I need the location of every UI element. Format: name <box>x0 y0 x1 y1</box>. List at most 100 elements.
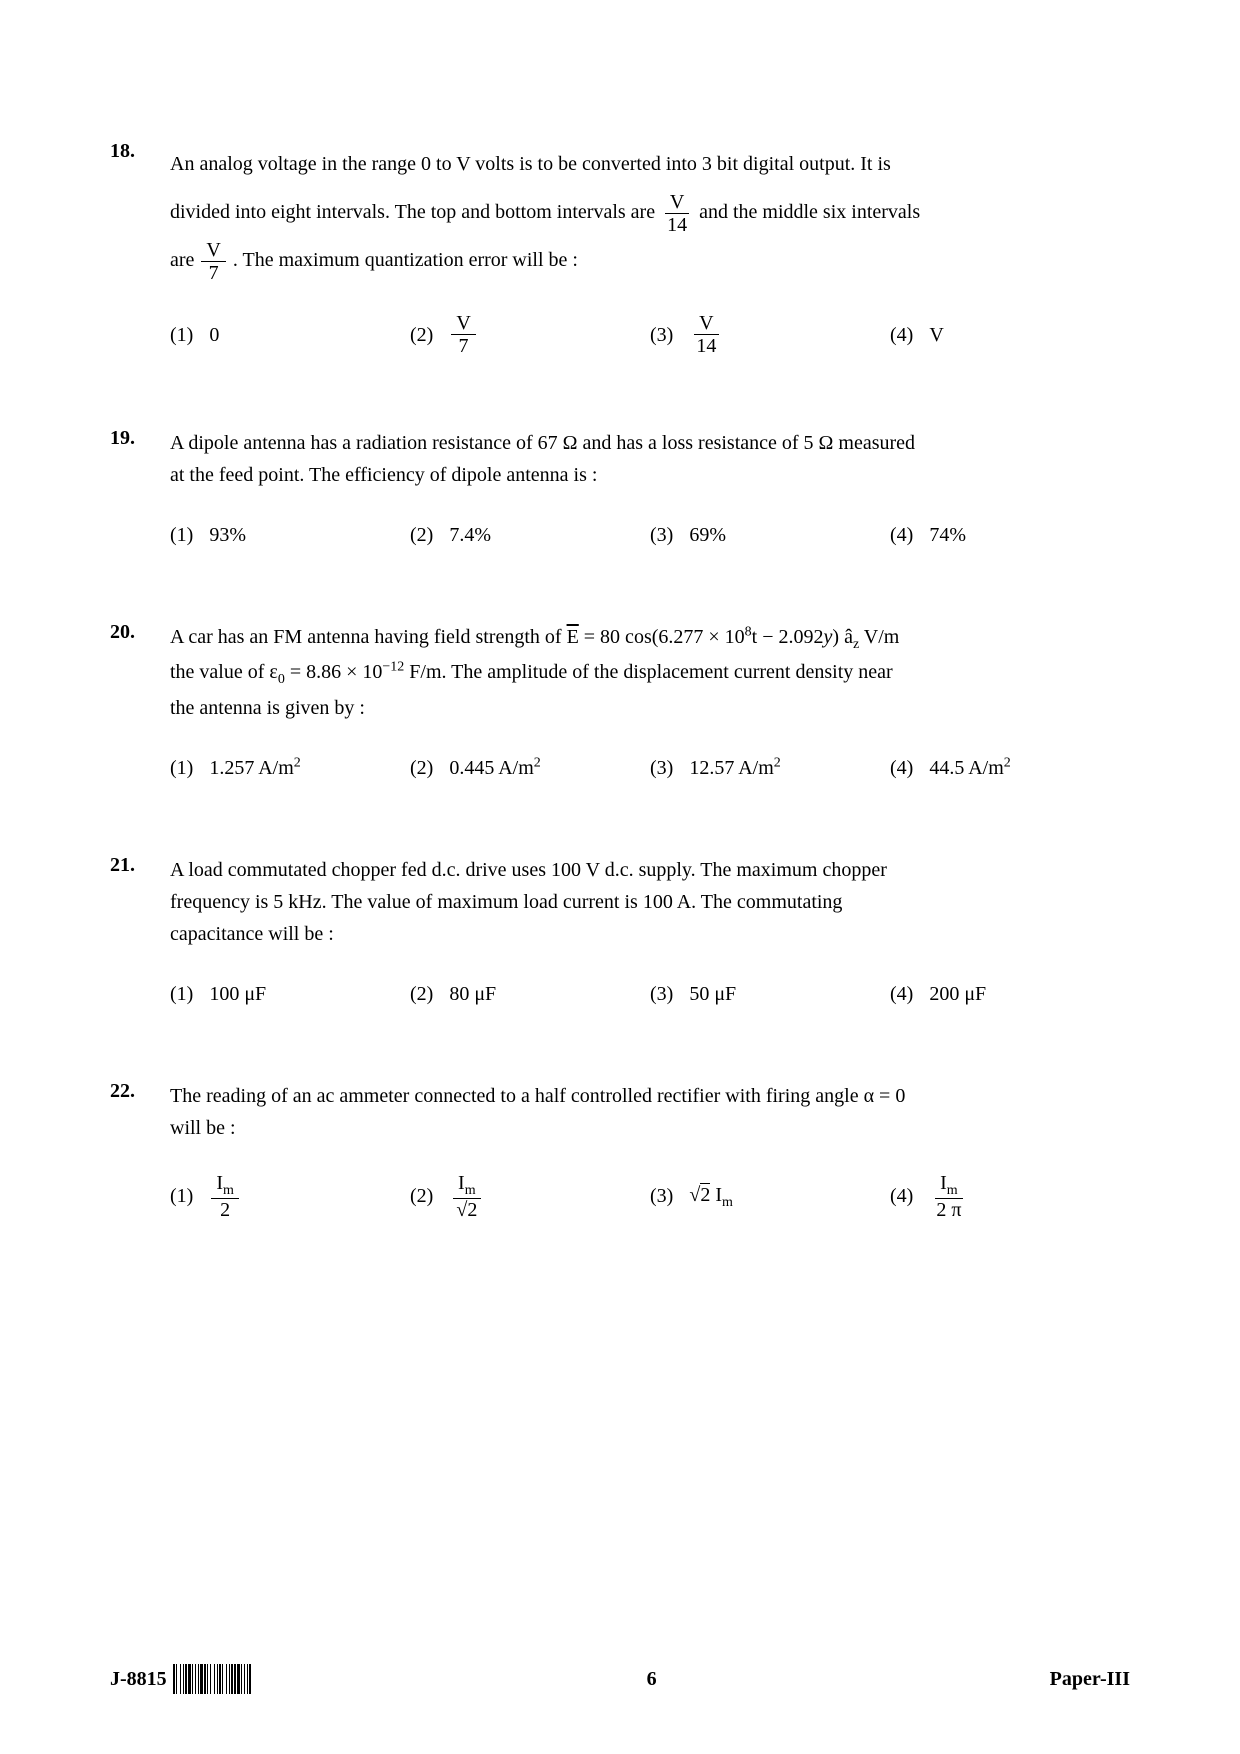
option-number: (4) <box>890 319 913 351</box>
option-2: (2) 0.445 A/m2 <box>410 752 650 784</box>
option-number: (4) <box>890 978 913 1010</box>
superscript: −12 <box>382 660 404 675</box>
text: the value of ε <box>170 661 278 683</box>
option-number: (4) <box>890 519 913 551</box>
text: The reading of an ac ammeter connected t… <box>170 1085 905 1107</box>
option-value: 12.57 A/m2 <box>689 752 780 784</box>
question-number: 20. <box>110 621 170 784</box>
question-number: 21. <box>110 854 170 1010</box>
numerator: Im <box>935 1172 963 1199</box>
option-number: (2) <box>410 1180 433 1212</box>
option-4: (4) 200 μF <box>890 978 1130 1010</box>
option-value: √2 Im <box>689 1179 733 1214</box>
fraction: V 7 <box>451 312 475 357</box>
option-number: (3) <box>650 752 673 784</box>
option-value: 93% <box>209 519 246 551</box>
options-row: (1) 1.257 A/m2 (2) 0.445 A/m2 (3) 12.57 … <box>170 752 1130 784</box>
option-3: (3) 69% <box>650 519 890 551</box>
text: A dipole antenna has a radiation resista… <box>170 432 915 454</box>
option-2: (2) V 7 <box>410 312 650 357</box>
superscript: 8 <box>745 624 752 639</box>
option-value: 0.445 A/m2 <box>449 752 540 784</box>
text: are <box>170 249 199 271</box>
question-body: The reading of an ac ammeter connected t… <box>170 1080 1130 1221</box>
text: = 8.86 × 10 <box>285 661 383 683</box>
subscript: 0 <box>278 672 285 687</box>
question-body: A dipole antenna has a radiation resista… <box>170 427 1130 551</box>
text: F/m. The amplitude of the displacement c… <box>404 661 892 683</box>
option-1: (1) Im 2 <box>170 1172 410 1221</box>
denominator: 2 π <box>931 1199 966 1221</box>
option-1: (1) 1.257 A/m2 <box>170 752 410 784</box>
option-value: 50 μF <box>689 978 736 1010</box>
option-2: (2) Im √2 <box>410 1172 650 1221</box>
option-2: (2) 7.4% <box>410 519 650 551</box>
option-value: 74% <box>929 519 966 551</box>
option-number: (2) <box>410 519 433 551</box>
option-value: Im 2 <box>209 1172 241 1221</box>
numerator: V <box>451 312 475 335</box>
text: divided into eight intervals. The top an… <box>170 201 660 223</box>
denominator: √2 <box>451 1199 482 1221</box>
text: V/m <box>859 626 899 648</box>
option-1: (1) 100 μF <box>170 978 410 1010</box>
option-3: (3) √2 Im <box>650 1172 890 1221</box>
footer-left: J-8815 <box>110 1664 254 1694</box>
text: and the middle six intervals <box>699 201 920 223</box>
fraction: V 14 <box>662 191 692 236</box>
question-text: The reading of an ac ammeter connected t… <box>170 1080 1130 1144</box>
option-number: (3) <box>650 519 673 551</box>
question-18: 18. An analog voltage in the range 0 to … <box>110 140 1130 357</box>
numerator: V <box>694 312 718 335</box>
option-value: 7.4% <box>449 519 491 551</box>
fraction: Im 2 <box>211 1172 239 1221</box>
text: = 80 cos(6.277 × 10 <box>579 626 745 648</box>
option-number: (1) <box>170 319 193 351</box>
question-number: 19. <box>110 427 170 551</box>
option-value: 80 μF <box>449 978 496 1010</box>
option-1: (1) 93% <box>170 519 410 551</box>
text: at the feed point. The efficiency of dip… <box>170 464 597 486</box>
barcode-icon <box>173 1664 254 1694</box>
denominator: 7 <box>454 335 474 357</box>
question-19: 19. A dipole antenna has a radiation res… <box>110 427 1130 551</box>
numerator: Im <box>211 1172 239 1199</box>
e-overline: E <box>567 626 579 648</box>
option-value: 1.257 A/m2 <box>209 752 300 784</box>
question-number: 22. <box>110 1080 170 1221</box>
question-body: An analog voltage in the range 0 to V vo… <box>170 140 1130 357</box>
option-number: (3) <box>650 978 673 1010</box>
question-text: A car has an FM antenna having field str… <box>170 621 1130 724</box>
question-text: A dipole antenna has a radiation resista… <box>170 427 1130 491</box>
option-4: (4) 44.5 A/m2 <box>890 752 1130 784</box>
page-number: 6 <box>647 1668 657 1691</box>
text: An analog voltage in the range 0 to V vo… <box>170 153 891 175</box>
paper-code: J-8815 <box>110 1668 167 1691</box>
option-value: 100 μF <box>209 978 266 1010</box>
text: capacitance will be : <box>170 923 334 945</box>
options-row: (1) 93% (2) 7.4% (3) 69% (4) 74% <box>170 519 1130 551</box>
option-value: 69% <box>689 519 726 551</box>
option-value: Im √2 <box>449 1172 484 1221</box>
question-21: 21. A load commutated chopper fed d.c. d… <box>110 854 1130 1010</box>
fraction: V 14 <box>691 312 721 357</box>
option-number: (1) <box>170 752 193 784</box>
text: ) â <box>832 626 853 648</box>
option-number: (2) <box>410 752 433 784</box>
options-row: (1) 100 μF (2) 80 μF (3) 50 μF (4) 200 μ… <box>170 978 1130 1010</box>
fraction: Im 2 π <box>931 1172 966 1221</box>
denominator: 14 <box>691 335 721 357</box>
option-value: 44.5 A/m2 <box>929 752 1010 784</box>
question-text: A load commutated chopper fed d.c. drive… <box>170 854 1130 950</box>
options-row: (1) 0 (2) V 7 (3) V 14 <box>170 312 1130 357</box>
numerator: Im <box>453 1172 481 1199</box>
question-body: A load commutated chopper fed d.c. drive… <box>170 854 1130 1010</box>
option-number: (1) <box>170 1180 193 1212</box>
text: will be : <box>170 1117 236 1139</box>
paper-label: Paper-III <box>1050 1668 1130 1691</box>
numerator: V <box>201 239 225 262</box>
page-footer: J-8815 6 Paper-III <box>110 1664 1130 1694</box>
option-value: V <box>929 319 943 351</box>
denominator: 2 <box>215 1199 235 1221</box>
option-value: 0 <box>209 319 219 351</box>
